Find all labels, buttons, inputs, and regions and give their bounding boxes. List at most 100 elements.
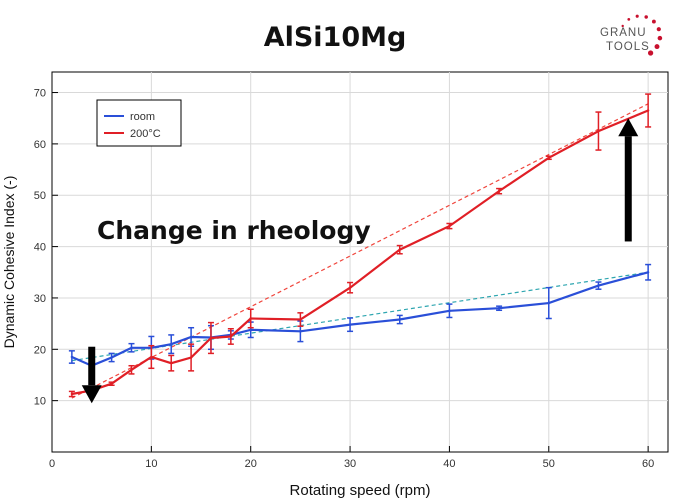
data-point	[209, 336, 213, 339]
data-point	[299, 318, 302, 321]
data-point	[547, 156, 550, 159]
series-200c	[68, 93, 652, 398]
page-title: AlSi10Mg	[263, 21, 407, 53]
legend-label-200c: 200°C	[130, 128, 161, 140]
error-bar	[446, 222, 453, 230]
error-bar	[545, 286, 552, 320]
error-bar	[247, 321, 254, 339]
error-bar	[446, 303, 453, 319]
data-point	[398, 318, 401, 321]
error-bar	[68, 350, 75, 364]
data-point	[448, 224, 451, 228]
data-point	[130, 346, 133, 349]
series-room	[68, 263, 652, 373]
y-tick-label: 70	[34, 88, 46, 100]
data-point	[646, 109, 650, 112]
x-axis-label: Rotating speed (rpm)	[290, 482, 431, 499]
x-tick-label: 30	[344, 458, 356, 470]
logo-dot	[657, 35, 663, 41]
axis-ticks: 10 20 30 40 50 60 70 0 10 20 30 40 50 60	[34, 88, 655, 470]
series-line-200c	[71, 109, 649, 396]
granutools-logo: GRANU TOOLS	[600, 14, 663, 56]
data-point	[70, 355, 74, 359]
arrow-shaft	[624, 136, 632, 242]
error-bar	[247, 308, 254, 329]
data-point	[90, 364, 93, 367]
data-point	[110, 382, 113, 385]
x-tick-label: 10	[145, 458, 157, 470]
logo-dot	[654, 44, 660, 50]
logo-dot	[621, 24, 624, 28]
data-point	[150, 355, 153, 359]
data-point	[497, 307, 501, 310]
y-tick-label: 10	[34, 396, 46, 408]
logo-dot	[627, 18, 631, 21]
x-tick-label: 40	[443, 458, 455, 470]
error-bar	[297, 312, 304, 327]
error-bar	[496, 305, 503, 312]
data-point	[170, 361, 173, 365]
error-bar	[88, 358, 95, 373]
x-tick-label: 50	[543, 458, 555, 470]
data-point	[249, 317, 252, 320]
trendlines	[71, 103, 649, 399]
error-bar	[128, 364, 135, 375]
grid	[52, 72, 668, 452]
logo-dot	[644, 15, 648, 19]
error-bar	[396, 314, 403, 325]
error-bar	[188, 326, 195, 347]
error-bar	[595, 111, 602, 151]
series-line-room	[71, 271, 649, 367]
data-point	[189, 356, 193, 359]
logo-dot	[635, 14, 639, 18]
error-bar	[68, 390, 75, 398]
trendline-200c	[71, 103, 649, 399]
data-point	[150, 346, 153, 349]
legend-box	[96, 99, 182, 147]
x-tick-label: 60	[642, 458, 654, 470]
arrow-shaft	[88, 346, 96, 386]
series	[68, 93, 652, 398]
arrows	[81, 118, 639, 404]
y-tick-label: 20	[34, 344, 46, 356]
y-axis-label: Dynamic Cohesive Index (-)	[1, 176, 17, 349]
x-tick-label: 20	[245, 458, 257, 470]
data-point	[170, 342, 173, 346]
error-bar	[227, 330, 234, 340]
arrow-up	[618, 118, 639, 242]
x-tick-label: 0	[49, 458, 55, 470]
arrow-head	[618, 118, 639, 137]
data-point	[70, 392, 74, 396]
error-bar	[108, 352, 115, 363]
data-point	[130, 368, 133, 372]
legend-label-room: room	[130, 111, 155, 123]
y-tick-label: 30	[34, 293, 46, 305]
error-bar	[207, 321, 214, 355]
data-point	[249, 328, 252, 331]
y-tick-label: 60	[34, 139, 46, 151]
annotation-text: Change in rheology	[97, 216, 371, 245]
error-bar	[148, 335, 155, 360]
error-bar	[148, 344, 155, 370]
data-point	[90, 389, 93, 392]
data-point	[229, 335, 233, 338]
error-bar	[347, 281, 354, 294]
data-point	[448, 309, 451, 312]
error-bar	[645, 263, 652, 281]
error-bar	[496, 187, 503, 195]
logo-dot	[647, 50, 654, 56]
error-bar	[88, 387, 95, 394]
error-bar	[347, 317, 354, 333]
logo-line1: GRANU	[600, 27, 647, 39]
data-point	[110, 356, 113, 359]
data-point	[209, 336, 213, 340]
data-point	[348, 323, 352, 326]
data-point	[348, 286, 352, 289]
error-bar	[545, 155, 552, 161]
data-point	[189, 335, 193, 339]
logo-line2: TOOLS	[606, 41, 650, 53]
logo-dot	[651, 19, 656, 24]
data-point	[597, 284, 600, 287]
